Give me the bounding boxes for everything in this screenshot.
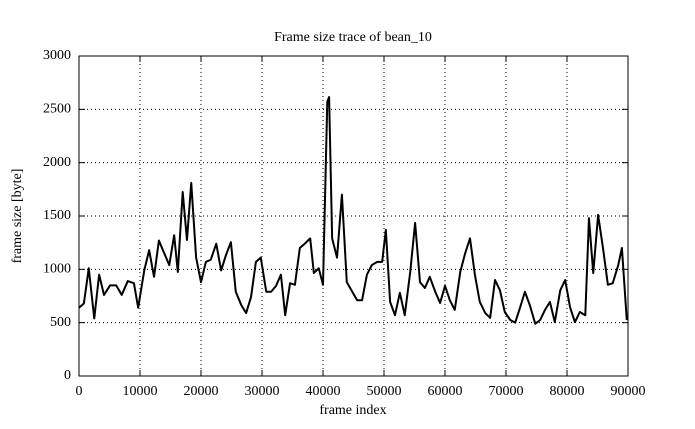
y-tick-label: 2500 (43, 102, 71, 117)
data-line (78, 96, 628, 325)
y-tick-label: 3000 (43, 48, 71, 63)
y-tick-label: 2000 (43, 155, 71, 170)
x-tick-label: 70000 (489, 384, 524, 399)
plot-border (78, 55, 629, 377)
x-tick-label: 0 (76, 384, 83, 399)
chart-title: Frame size trace of bean_10 (274, 30, 432, 45)
y-tick-label: 1000 (43, 262, 71, 277)
x-axis-label: frame index (319, 403, 386, 418)
y-tick-label: 500 (50, 315, 71, 330)
y-axis-label: frame size [byte] (10, 169, 25, 264)
x-tick-label: 90000 (611, 384, 646, 399)
y-tick-label: 0 (64, 368, 71, 383)
x-tick-label: 80000 (550, 384, 585, 399)
x-tick-label: 40000 (306, 384, 341, 399)
x-tick-label: 20000 (184, 384, 219, 399)
x-tick-label: 10000 (123, 384, 158, 399)
y-tick-label: 1500 (43, 208, 71, 223)
x-tick-label: 50000 (367, 384, 402, 399)
x-tick-label: 30000 (245, 384, 280, 399)
x-tick-label: 60000 (428, 384, 463, 399)
